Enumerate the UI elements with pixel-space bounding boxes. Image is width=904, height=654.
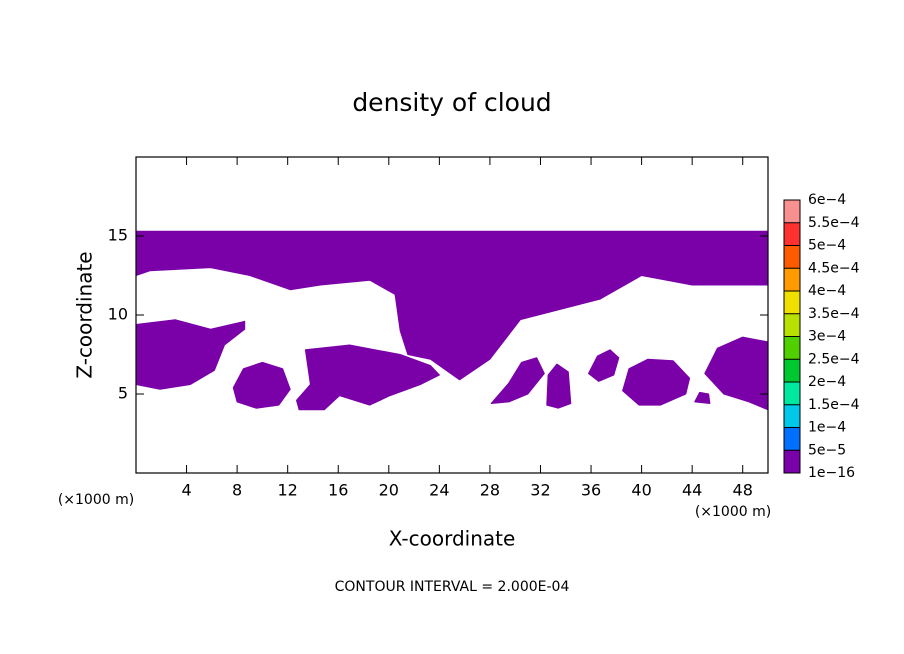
x-unit: (×1000 m)	[695, 504, 771, 520]
cloud-region	[135, 230, 769, 381]
colorbar-segment	[784, 291, 800, 314]
cloud-region	[232, 361, 291, 409]
x-tick-label: 16	[328, 481, 348, 500]
y-axis-label: Z-coordinate	[73, 251, 97, 378]
x-tick-label: 48	[733, 481, 753, 500]
cloud-region	[135, 319, 246, 390]
colorbar-label: 5.5e−4	[808, 215, 860, 231]
colorbar-label: 3.5e−4	[808, 306, 860, 322]
colorbar-label: 1e−16	[808, 465, 855, 481]
x-tick-label: 44	[682, 481, 702, 500]
cloud-region	[296, 344, 440, 411]
x-tick-label: 40	[631, 481, 651, 500]
colorbar-label: 4.5e−4	[808, 260, 860, 276]
x-tick-label: 4	[181, 481, 191, 500]
cloud-region	[622, 358, 691, 406]
x-axis-label: X-coordinate	[389, 527, 516, 551]
colorbar-segment	[784, 336, 800, 360]
colorbar-segment	[784, 450, 800, 473]
colorbar-segment	[784, 359, 800, 382]
cloud-region	[588, 349, 620, 382]
colorbar-label: 6e−4	[808, 192, 846, 208]
x-tick-label: 36	[581, 481, 601, 500]
colorbar-label: 4e−4	[808, 283, 846, 299]
colorbar-label: 2.5e−4	[808, 351, 860, 367]
colorbar-segment	[784, 268, 800, 291]
x-tick-label: 8	[232, 481, 242, 500]
annotation: CONTOUR INTERVAL = 2.000E-04	[335, 579, 570, 595]
cloud-region	[694, 391, 711, 404]
colorbar-label: 3e−4	[808, 329, 846, 345]
y-tick-label: 5	[118, 384, 128, 403]
y-tick-label: 10	[108, 305, 128, 324]
x-tick-label: 28	[480, 481, 500, 500]
colorbar-segment	[784, 200, 800, 223]
x-tick-label: 20	[379, 481, 399, 500]
y-unit: (×1000 m)	[58, 492, 134, 508]
cloud-region	[704, 336, 769, 411]
colorbar-label: 5e−5	[808, 442, 846, 458]
x-tick-label: 12	[278, 481, 298, 500]
colorbar-label: 1.5e−4	[808, 397, 860, 413]
colorbar-segment	[784, 222, 800, 246]
colorbar-segment	[784, 427, 800, 451]
colorbar-label: 1e−4	[808, 420, 846, 436]
x-tick-label: 24	[429, 481, 449, 500]
colorbar-segment	[784, 245, 800, 269]
cloud-region	[546, 363, 572, 409]
colorbar-segment	[784, 382, 800, 405]
cloud-region	[490, 357, 545, 404]
chart-title: density of cloud	[352, 88, 551, 117]
colorbar-segment	[784, 313, 800, 337]
x-tick-label: 32	[530, 481, 550, 500]
colorbar-label: 5e−4	[808, 238, 846, 254]
colorbar-segment	[784, 404, 800, 428]
y-tick-label: 15	[108, 226, 128, 245]
colorbar-label: 2e−4	[808, 374, 846, 390]
